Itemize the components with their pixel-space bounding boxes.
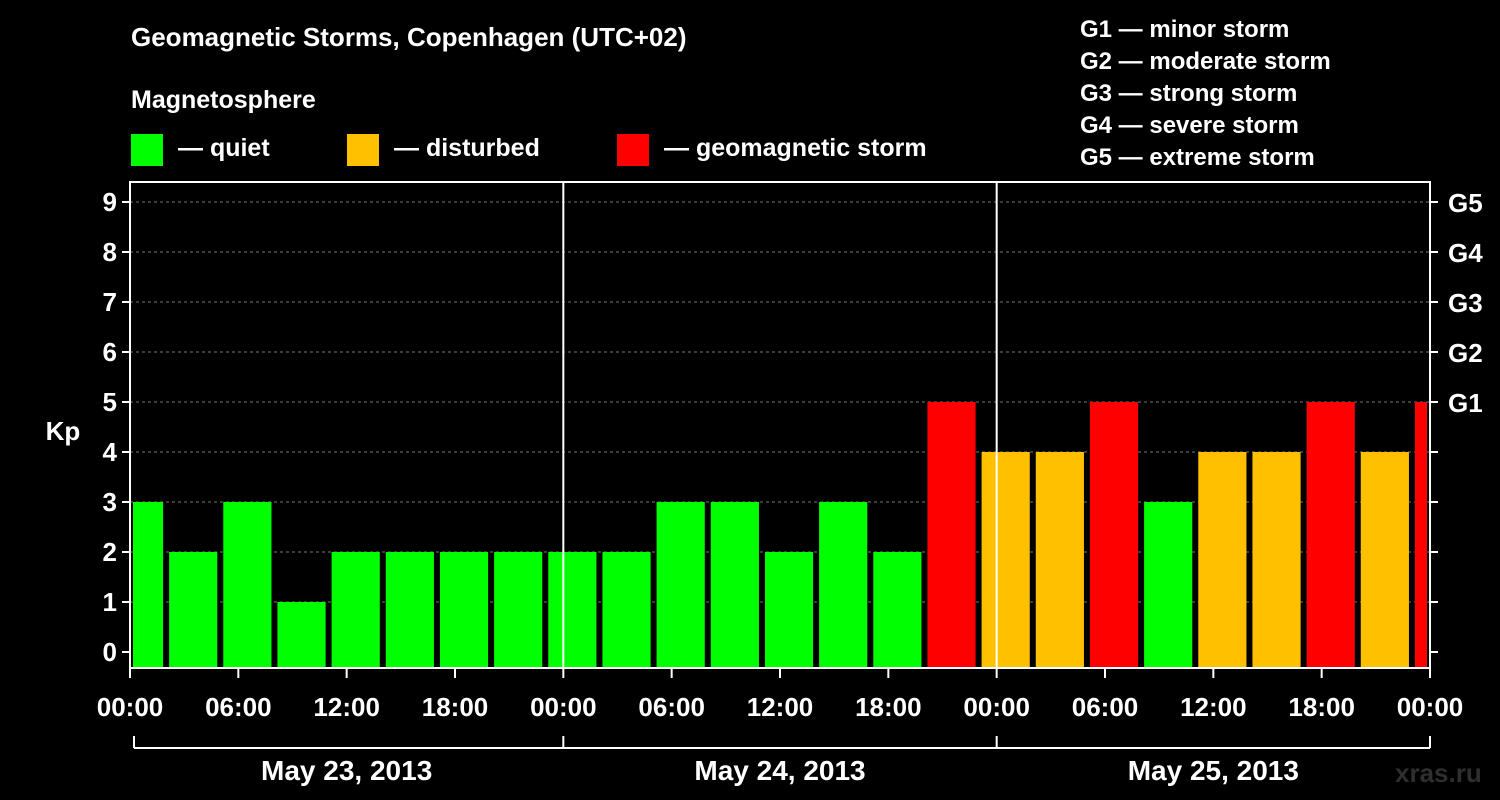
kp-bar bbox=[548, 552, 597, 668]
g-scale-item: G5 — extreme storm bbox=[1080, 144, 1315, 171]
x-tick-label: 12:00 bbox=[747, 692, 814, 722]
g-level-label: G4 bbox=[1448, 238, 1483, 268]
kp-bar bbox=[981, 452, 1030, 668]
g-level-label: G1 bbox=[1448, 388, 1483, 418]
kp-bar bbox=[331, 552, 380, 668]
legend-swatch-disturbed bbox=[347, 134, 379, 166]
x-tick-label: 12:00 bbox=[1180, 692, 1247, 722]
kp-bar bbox=[1144, 502, 1193, 668]
kp-bar bbox=[1198, 452, 1247, 668]
y-tick-label: 5 bbox=[103, 387, 117, 417]
kp-bar bbox=[1089, 402, 1139, 668]
kp-bar bbox=[710, 502, 759, 668]
x-tick-label: 06:00 bbox=[1072, 692, 1139, 722]
kp-bar bbox=[1252, 452, 1301, 668]
g-scale-item: G3 — strong storm bbox=[1080, 80, 1298, 107]
g-scale-item: G2 — moderate storm bbox=[1080, 48, 1331, 75]
chart-title: Geomagnetic Storms, Copenhagen (UTC+02) bbox=[131, 22, 687, 52]
x-tick-label: 06:00 bbox=[205, 692, 272, 722]
legend-swatch-storm bbox=[617, 134, 649, 166]
g-level-label: G3 bbox=[1448, 288, 1483, 318]
x-tick-label: 18:00 bbox=[422, 692, 489, 722]
kp-bar bbox=[1414, 402, 1427, 668]
g-scale-item: G1 — minor storm bbox=[1080, 16, 1290, 43]
x-tick-label: 18:00 bbox=[855, 692, 922, 722]
kp-bar bbox=[1306, 402, 1355, 668]
x-tick-label: 00:00 bbox=[97, 692, 164, 722]
x-tick-label: 00:00 bbox=[1397, 692, 1464, 722]
y-tick-label: 2 bbox=[103, 537, 117, 567]
kp-bar bbox=[169, 552, 218, 668]
kp-bar bbox=[819, 502, 868, 668]
y-tick-label: 0 bbox=[103, 637, 117, 667]
chart-subtitle: Magnetosphere bbox=[131, 86, 316, 114]
legend-label-disturbed: — disturbed bbox=[394, 134, 540, 162]
day-label: May 24, 2013 bbox=[694, 755, 865, 786]
day-label: May 25, 2013 bbox=[1128, 755, 1299, 786]
y-tick-label: 4 bbox=[103, 437, 118, 467]
kp-bar bbox=[927, 402, 976, 668]
y-tick-label: 9 bbox=[103, 187, 117, 217]
kp-bar bbox=[1035, 452, 1084, 668]
kp-bar bbox=[656, 502, 705, 668]
legend-swatch-quiet bbox=[131, 134, 163, 166]
y-axis-label: Kp bbox=[46, 416, 81, 446]
legend-label-storm: — geomagnetic storm bbox=[664, 134, 927, 162]
kp-bar bbox=[873, 552, 922, 668]
y-tick-label: 3 bbox=[103, 487, 117, 517]
kp-bar bbox=[602, 552, 651, 668]
kp-bar bbox=[439, 552, 489, 668]
y-tick-label: 7 bbox=[103, 287, 117, 317]
g-level-label: G2 bbox=[1448, 338, 1483, 368]
x-tick-label: 18:00 bbox=[1288, 692, 1355, 722]
kp-bar bbox=[494, 552, 543, 668]
kp-bar bbox=[223, 502, 272, 668]
x-tick-label: 00:00 bbox=[530, 692, 597, 722]
kp-bar bbox=[385, 552, 434, 668]
x-tick-label: 00:00 bbox=[963, 692, 1030, 722]
kp-bar bbox=[133, 502, 164, 668]
g-scale-legend: G1 — minor storm G2 — moderate storm G3 … bbox=[1080, 14, 1331, 174]
y-tick-label: 6 bbox=[103, 337, 117, 367]
day-label: May 23, 2013 bbox=[261, 755, 432, 786]
g-level-label: G5 bbox=[1448, 188, 1483, 218]
legend-label-quiet: — quiet bbox=[178, 134, 270, 162]
x-tick-label: 06:00 bbox=[638, 692, 705, 722]
x-tick-label: 12:00 bbox=[313, 692, 380, 722]
kp-bar bbox=[764, 552, 814, 668]
y-tick-label: 8 bbox=[103, 237, 117, 267]
site-credit: xras.ru bbox=[1395, 758, 1482, 788]
kp-bar bbox=[277, 602, 326, 668]
g-scale-item: G4 — severe storm bbox=[1080, 112, 1299, 139]
y-tick-label: 1 bbox=[103, 587, 117, 617]
kp-bar bbox=[1360, 452, 1409, 668]
